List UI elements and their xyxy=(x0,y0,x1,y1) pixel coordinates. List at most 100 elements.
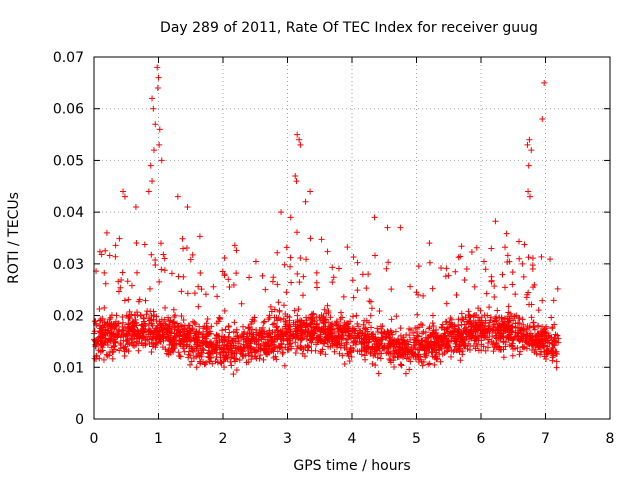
data-point xyxy=(550,297,557,304)
data-point xyxy=(202,335,209,342)
data-point xyxy=(472,328,479,335)
data-point xyxy=(280,332,287,339)
data-point xyxy=(160,334,167,341)
data-point xyxy=(317,350,324,357)
data-point xyxy=(421,338,428,345)
data-point xyxy=(175,349,182,356)
data-point xyxy=(166,325,173,332)
data-point xyxy=(441,330,448,337)
data-point xyxy=(174,193,181,200)
data-point xyxy=(284,313,291,320)
data-point xyxy=(210,343,217,350)
data-point xyxy=(422,329,429,336)
data-point xyxy=(292,349,299,356)
data-point xyxy=(521,241,528,248)
data-point xyxy=(410,350,417,357)
data-point xyxy=(297,141,304,148)
data-point xyxy=(295,319,302,326)
data-point xyxy=(216,333,223,340)
data-point xyxy=(96,355,103,362)
data-point xyxy=(296,279,303,286)
data-point xyxy=(240,323,247,330)
data-point xyxy=(329,333,336,340)
data-point xyxy=(488,338,495,345)
data-point xyxy=(525,162,532,169)
data-point xyxy=(121,348,128,355)
data-point xyxy=(429,320,436,327)
data-point xyxy=(427,341,434,348)
data-point xyxy=(299,332,306,339)
y-tick-label: 0 xyxy=(75,412,84,428)
data-point xyxy=(516,255,523,262)
data-point xyxy=(324,302,331,309)
data-point xyxy=(487,314,494,321)
data-point xyxy=(388,286,395,293)
data-point xyxy=(128,332,135,339)
data-point xyxy=(111,336,118,343)
data-point xyxy=(167,317,174,324)
data-point xyxy=(96,248,103,255)
data-point xyxy=(248,318,255,325)
data-point xyxy=(262,286,269,293)
data-point xyxy=(122,343,129,350)
data-point xyxy=(165,318,172,325)
data-point xyxy=(408,350,415,357)
data-point xyxy=(498,346,505,353)
data-point xyxy=(417,321,424,328)
data-point xyxy=(474,342,481,349)
data-point xyxy=(331,348,338,355)
data-point xyxy=(230,371,237,378)
data-point xyxy=(438,264,445,271)
data-point xyxy=(505,319,512,326)
data-point xyxy=(154,328,161,335)
data-point xyxy=(153,325,160,332)
data-point xyxy=(310,310,317,317)
data-point xyxy=(197,360,204,367)
data-point xyxy=(267,342,274,349)
data-point xyxy=(392,347,399,354)
y-tick-label: 0.03 xyxy=(53,257,84,273)
data-point xyxy=(362,344,369,351)
data-point xyxy=(196,233,203,240)
data-point xyxy=(391,354,398,361)
data-point xyxy=(117,345,124,352)
data-point xyxy=(459,338,466,345)
data-point xyxy=(119,313,126,320)
data-point xyxy=(503,230,510,237)
data-point xyxy=(278,209,285,216)
data-point xyxy=(104,330,111,337)
data-point xyxy=(398,336,405,343)
data-point xyxy=(544,337,551,344)
data-point xyxy=(483,290,490,297)
data-point xyxy=(135,340,142,347)
data-point xyxy=(355,323,362,330)
data-point xyxy=(385,329,392,336)
data-point xyxy=(307,188,314,195)
data-point xyxy=(493,340,500,347)
data-point xyxy=(517,348,524,355)
data-point xyxy=(128,282,135,289)
data-point xyxy=(265,333,272,340)
data-point xyxy=(423,352,430,359)
data-point xyxy=(280,349,287,356)
data-point xyxy=(397,224,404,231)
data-point xyxy=(188,345,195,352)
data-point xyxy=(249,353,256,360)
data-point xyxy=(152,261,159,268)
data-point xyxy=(336,332,343,339)
data-point xyxy=(387,359,394,366)
data-point xyxy=(384,328,391,335)
data-point xyxy=(438,324,445,331)
data-point xyxy=(374,325,381,332)
data-point xyxy=(371,214,378,221)
data-point xyxy=(455,322,462,329)
data-point xyxy=(363,285,370,292)
data-point xyxy=(293,229,300,236)
data-point xyxy=(155,74,162,81)
data-point xyxy=(224,338,231,345)
data-point xyxy=(416,346,423,353)
x-tick-label: 6 xyxy=(477,431,486,447)
data-point xyxy=(187,361,194,368)
data-point xyxy=(529,332,536,339)
data-point xyxy=(410,329,417,336)
